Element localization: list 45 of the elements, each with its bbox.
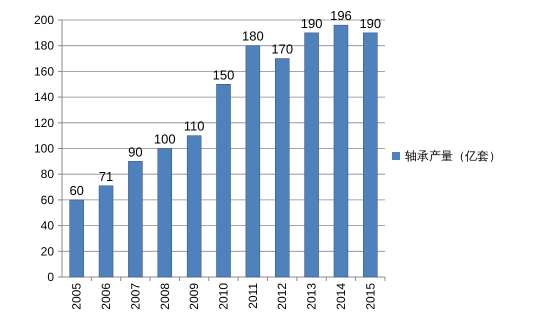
bar (98, 186, 114, 278)
x-tick-label: 2005 (70, 282, 84, 310)
y-tick-label: 180 (34, 38, 54, 53)
bar (334, 24, 348, 278)
data-label: 71 (98, 168, 114, 184)
bar (69, 200, 84, 278)
x-tick-label: 2007 (128, 282, 142, 310)
data-label: 90 (128, 144, 143, 160)
y-tick-label: 80 (40, 167, 54, 182)
x-tick-label: 2014 (334, 282, 348, 310)
x-tick-label: 2008 (158, 282, 172, 310)
bar (246, 45, 260, 278)
bar (128, 161, 143, 278)
y-tick-label: 100 (34, 142, 54, 156)
x-tick-label: 2011 (246, 282, 260, 309)
y-tick-label: 160 (34, 64, 54, 78)
data-label: 110 (184, 118, 205, 134)
y-tick-label: 0 (47, 270, 54, 284)
data-label: 100 (154, 132, 176, 146)
bar (304, 32, 319, 278)
bar (363, 32, 378, 278)
legend-label: 轴承产量（亿套） (405, 149, 501, 163)
x-tick-label: 2006 (99, 282, 114, 310)
data-label: 60 (69, 182, 84, 198)
x-tick-label: 2010 (216, 282, 230, 310)
data-label: 180 (242, 28, 264, 44)
x-tick-label: 2015 (363, 282, 378, 310)
data-label: 190 (359, 16, 382, 31)
y-tick-label: 20 (40, 244, 54, 258)
y-tick-label: 60 (40, 192, 54, 207)
bar (186, 135, 202, 278)
y-tick-label: 120 (34, 116, 54, 130)
y-tick-label: 40 (40, 218, 54, 233)
y-tick-label: 200 (34, 13, 54, 27)
y-tick-label: 140 (34, 90, 54, 104)
bar (274, 58, 290, 278)
x-tick-label: 2012 (275, 282, 290, 310)
bar (216, 84, 231, 278)
data-label: 170 (271, 42, 294, 57)
x-tick-label: 2013 (304, 282, 319, 310)
x-tick-label: 2009 (187, 282, 202, 310)
data-label: 190 (300, 16, 322, 31)
data-label: 196 (330, 8, 352, 24)
data-label: 150 (212, 67, 234, 82)
bar (158, 148, 172, 278)
